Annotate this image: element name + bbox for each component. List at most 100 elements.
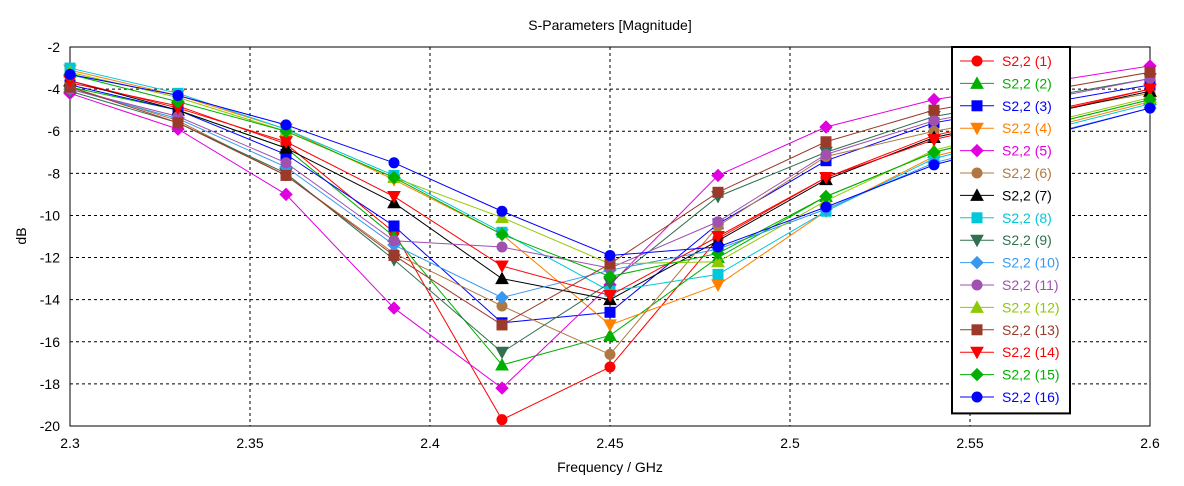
legend-label: S2,2 (4)	[1002, 120, 1052, 136]
data-point	[711, 279, 725, 292]
legend-label: S2,2 (7)	[1002, 187, 1052, 203]
data-point	[495, 381, 509, 395]
legend-marker	[971, 167, 983, 179]
data-point	[1144, 102, 1156, 114]
data-point	[388, 220, 400, 232]
legend-marker	[970, 346, 984, 360]
x-tick-label: 2.35	[236, 435, 263, 451]
x-tick-label: 2.55	[956, 435, 983, 451]
legend-label: S2,2 (9)	[1002, 232, 1052, 248]
data-point	[387, 190, 401, 204]
data-point	[712, 241, 724, 253]
x-tick-label: 2.4	[420, 435, 440, 451]
y-tick-label: -4	[48, 81, 61, 97]
series-line	[69, 73, 1151, 256]
data-point	[495, 271, 509, 285]
data-point	[388, 249, 400, 261]
data-point	[387, 301, 401, 315]
legend-item[interactable]: S2,2 (6)	[960, 165, 1052, 181]
legend-item[interactable]: S2,2 (2)	[960, 75, 1052, 91]
legend-item[interactable]: S2,2 (13)	[960, 322, 1060, 338]
legend-label: S2,2 (2)	[1002, 75, 1052, 91]
legend-item[interactable]: S2,2 (14)	[960, 344, 1060, 360]
series-14	[63, 75, 1157, 303]
legend-label: S2,2 (11)	[1002, 277, 1059, 293]
legend-marker	[971, 100, 983, 112]
series-15	[63, 67, 1157, 284]
y-tick-label: -10	[40, 207, 60, 223]
x-tick-label: 2.5	[780, 435, 800, 451]
legend-item[interactable]: S2,2 (3)	[960, 98, 1052, 114]
series-13	[64, 66, 1156, 331]
y-tick-label: -8	[48, 165, 61, 181]
series-line	[69, 80, 1151, 296]
legend-item[interactable]: S2,2 (12)	[960, 299, 1060, 315]
data-point	[820, 201, 832, 213]
legend-label: S2,2 (15)	[1002, 367, 1060, 383]
y-tick-label: -6	[48, 123, 61, 139]
data-point	[1143, 83, 1157, 97]
series-16	[64, 68, 1156, 261]
y-tick-label: -2	[48, 39, 61, 55]
data-point	[603, 328, 617, 341]
legend-item[interactable]: S2,2 (10)	[960, 255, 1060, 271]
series-line	[69, 71, 1151, 265]
series-line	[69, 71, 1151, 326]
legend-label: S2,2 (5)	[1002, 143, 1052, 159]
data-point	[496, 319, 508, 331]
data-point	[820, 148, 832, 160]
data-point	[495, 357, 509, 371]
legend-item[interactable]: S2,2 (9)	[960, 232, 1052, 248]
legend-item[interactable]: S2,2 (11)	[960, 277, 1059, 293]
y-tick-label: -18	[40, 376, 60, 392]
data-point	[496, 205, 508, 217]
chart-title: S-Parameters [Magnitude]	[528, 17, 691, 33]
legend-item[interactable]: S2,2 (15)	[960, 367, 1060, 383]
data-point	[603, 289, 617, 303]
legend-marker	[970, 188, 984, 201]
data-point	[928, 159, 940, 171]
legend-item[interactable]: S2,2 (1)	[960, 53, 1052, 69]
legend-label: S2,2 (1)	[1002, 53, 1052, 69]
x-tick-label: 2.6	[1140, 435, 1160, 451]
legend-marker	[970, 76, 984, 89]
legend-item[interactable]: S2,2 (16)	[960, 389, 1060, 405]
data-point	[495, 290, 509, 305]
series-layer	[63, 59, 1157, 426]
series-line	[69, 73, 1151, 278]
data-point	[495, 227, 509, 242]
data-point	[819, 172, 833, 185]
legend-label: S2,2 (16)	[1002, 389, 1060, 405]
series-line	[69, 69, 1151, 326]
data-point	[604, 249, 616, 261]
y-tick-label: -16	[40, 334, 60, 350]
data-point	[928, 104, 940, 116]
data-point	[387, 170, 401, 185]
series-line	[69, 78, 1151, 353]
data-point	[172, 89, 184, 101]
data-point	[280, 169, 292, 181]
data-point	[820, 136, 832, 148]
legend-item[interactable]: S2,2 (5)	[960, 143, 1052, 159]
legend-item[interactable]: S2,2 (8)	[960, 210, 1052, 226]
legend-item[interactable]: S2,2 (7)	[960, 187, 1052, 203]
legend-marker	[970, 122, 984, 136]
legend-label: S2,2 (14)	[1002, 344, 1060, 360]
data-point	[712, 186, 724, 198]
legend[interactable]: S2,2 (1) S2,2 (2) S2,2 (3) S2,2 (4) S2,2 (5)…	[951, 46, 1071, 415]
x-axis-label: Frequency / GHz	[557, 459, 663, 475]
data-point	[928, 115, 940, 127]
legend-label: S2,2 (13)	[1002, 322, 1060, 338]
legend-marker	[970, 143, 984, 158]
y-tick-label: -12	[40, 250, 60, 266]
legend-marker	[970, 234, 984, 248]
data-point	[172, 117, 184, 129]
data-point	[712, 216, 724, 228]
data-point	[711, 168, 725, 183]
x-tick-label: 2.45	[596, 435, 623, 451]
series-line	[69, 78, 1151, 269]
data-point	[1144, 66, 1156, 78]
legend-item[interactable]: S2,2 (4)	[960, 120, 1052, 136]
